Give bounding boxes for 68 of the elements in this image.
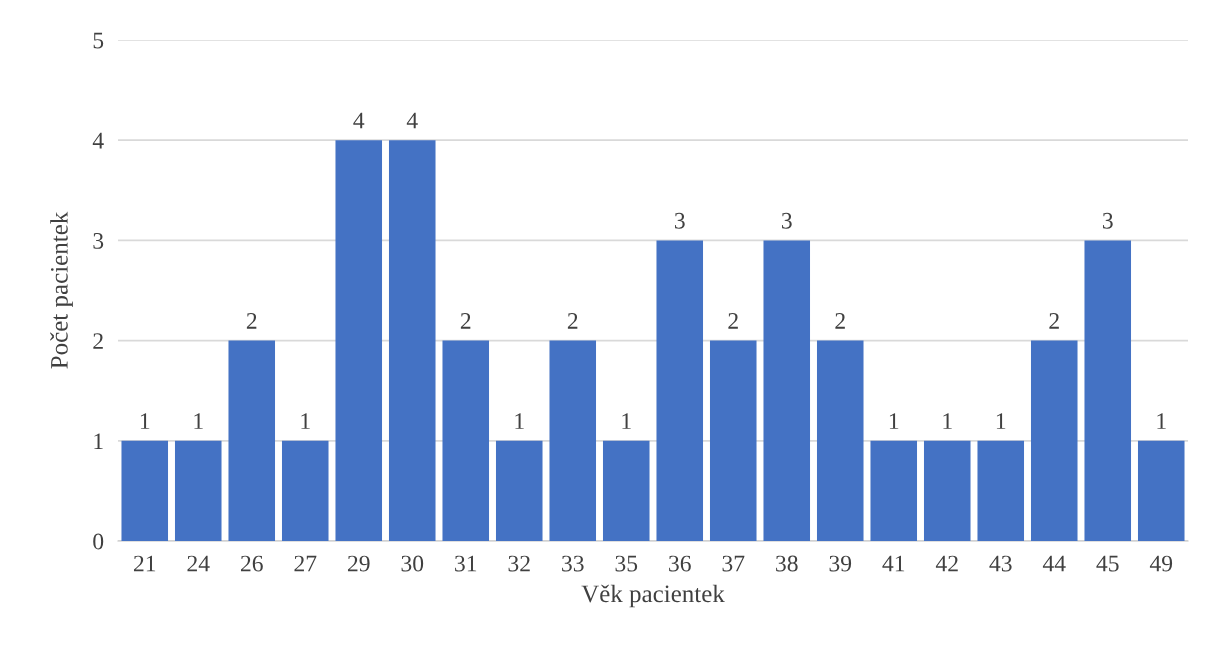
bar	[816, 340, 864, 541]
data-label: 1	[140, 413, 150, 429]
bar	[870, 440, 918, 541]
x-tick-label: 41	[882, 555, 905, 572]
x-tick-label: 30	[401, 555, 424, 572]
bar	[977, 440, 1025, 541]
bar	[602, 440, 650, 541]
y-tick-label: 3	[93, 232, 104, 249]
bar	[121, 440, 169, 541]
y-tick-label: 4	[92, 132, 104, 149]
bar	[495, 440, 543, 541]
data-label: 1	[889, 413, 899, 429]
x-tick-label: 35	[615, 555, 638, 572]
y-axis-title: Počet pacientek	[50, 211, 73, 369]
x-tick-label: 26	[240, 555, 263, 572]
data-label: 2	[460, 312, 471, 329]
data-label: 3	[781, 212, 792, 229]
x-tick-label: 45	[1096, 555, 1119, 572]
data-label: 4	[406, 112, 418, 129]
x-tick-label: 29	[347, 555, 370, 572]
y-tick-label: 5	[93, 32, 104, 49]
data-label: 1	[301, 413, 310, 429]
data-label: 2	[1049, 312, 1059, 329]
bar	[1137, 440, 1185, 541]
data-label: 4	[353, 112, 365, 129]
x-tick-label: 37	[722, 555, 745, 572]
bar	[549, 340, 597, 541]
data-label: 2	[728, 312, 738, 329]
y-tick-label: 2	[93, 333, 103, 349]
data-label: 2	[246, 312, 257, 329]
bar	[923, 440, 971, 541]
bar	[442, 340, 490, 541]
data-label: 3	[1102, 212, 1113, 229]
data-label: 1	[515, 413, 524, 429]
bar	[709, 340, 757, 541]
x-tick-label: 44	[1042, 555, 1066, 572]
bar	[1030, 340, 1078, 541]
x-tick-label: 24	[187, 555, 210, 572]
data-label: 1	[943, 413, 952, 429]
bar	[1084, 240, 1132, 541]
bar	[281, 440, 329, 541]
bar	[656, 240, 704, 541]
data-label: 1	[194, 413, 203, 429]
y-tick-label: 0	[93, 533, 104, 550]
data-label: 2	[567, 312, 578, 329]
x-tick-label: 33	[562, 555, 584, 572]
data-label: 1	[1157, 413, 1166, 429]
bar	[228, 340, 276, 541]
x-tick-label: 36	[669, 555, 691, 572]
x-tick-label: 31	[455, 555, 477, 572]
x-axis-title: Věk pacientek	[581, 584, 725, 608]
x-tick-label: 49	[1149, 555, 1173, 572]
data-label: 2	[835, 312, 845, 329]
x-tick-label: 27	[294, 555, 317, 572]
data-label: 1	[622, 413, 631, 429]
bar	[174, 440, 222, 541]
bar	[763, 240, 811, 541]
bar	[335, 140, 383, 541]
x-tick-label: 43	[989, 555, 1012, 572]
x-tick-label: 39	[829, 555, 852, 572]
y-tick-label: 1	[94, 433, 103, 449]
bar	[388, 140, 436, 541]
x-tick-label: 42	[935, 555, 958, 572]
x-tick-label: 32	[508, 555, 530, 572]
data-label: 1	[996, 413, 1006, 429]
data-label: 3	[674, 212, 685, 229]
x-tick-label: 21	[133, 555, 156, 572]
x-tick-label: 38	[776, 555, 798, 572]
